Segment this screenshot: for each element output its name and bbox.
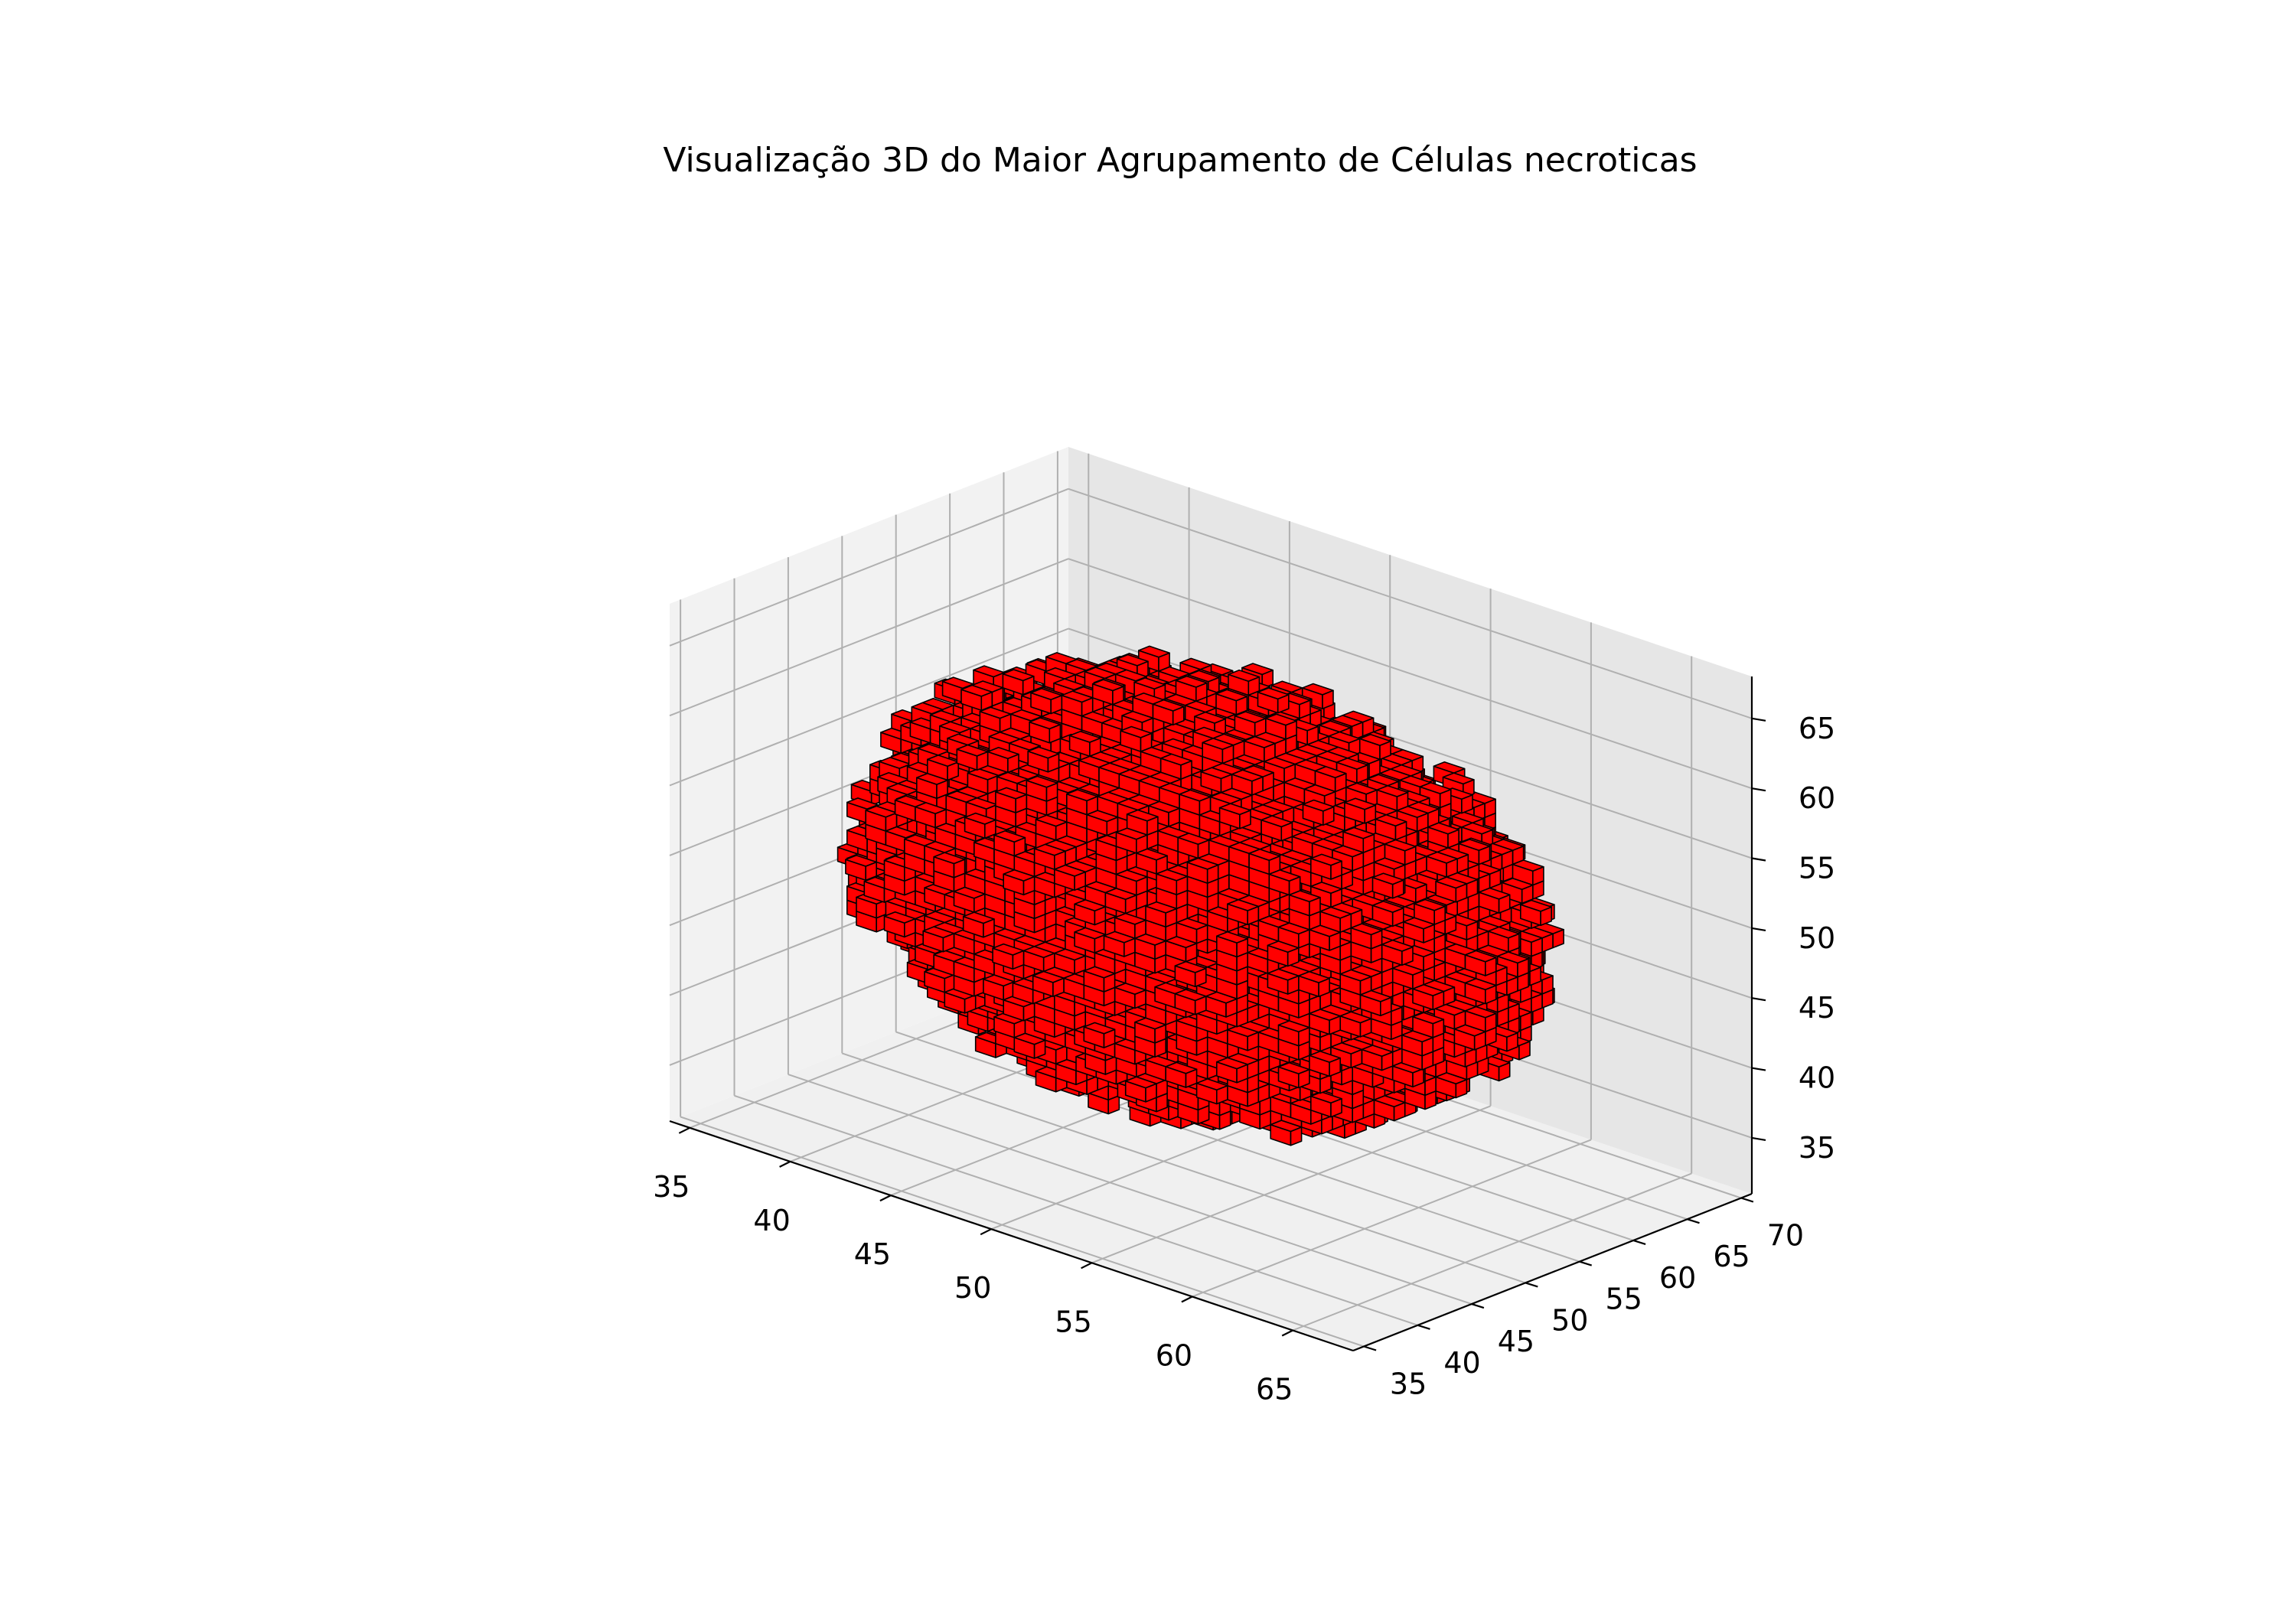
voxel-face-top [1512, 859, 1544, 872]
voxel-face-top [1187, 670, 1220, 683]
grid-line [669, 627, 1069, 787]
voxel-face-top [1241, 663, 1274, 676]
grid-line [1091, 1105, 1491, 1264]
y-axis-line [1352, 1192, 1753, 1352]
voxels [837, 645, 1564, 1146]
grid-line [895, 1031, 1580, 1263]
voxel [1342, 710, 1375, 737]
voxel-face-top [1301, 683, 1334, 696]
grid-line [1068, 487, 1753, 719]
x-axis-line [669, 1120, 1354, 1352]
voxel [1228, 669, 1261, 696]
voxel-face-top [1179, 657, 1212, 670]
axis-lines [669, 676, 1753, 1352]
voxel [1419, 781, 1452, 809]
grid-line [1292, 1172, 1692, 1332]
floor-pane [670, 964, 1752, 1351]
voxel-face-top [1138, 645, 1170, 658]
voxel-face-top [1433, 761, 1466, 774]
voxel-face-top [1328, 731, 1361, 744]
grid-line [734, 1094, 1418, 1326]
grid-line [1068, 558, 1753, 790]
chart-title: Visualização 3D do Maior Agrupamento de … [663, 141, 1697, 180]
voxel [1520, 899, 1552, 926]
voxel-face-top [1358, 733, 1391, 746]
voxel-face-top [1520, 899, 1552, 912]
grid-line [680, 1116, 1365, 1348]
voxel-face-top [1228, 669, 1261, 683]
grid-line [1192, 1139, 1592, 1298]
grid-line [669, 487, 1069, 647]
voxel-face-top [1442, 772, 1475, 785]
voxel-face-top [1501, 878, 1534, 890]
voxel-face-top [1319, 720, 1352, 733]
voxel [1301, 683, 1334, 709]
voxel-face-top [1270, 680, 1303, 693]
voxel [1358, 733, 1391, 761]
voxel-face-top [1461, 822, 1494, 835]
grid-line [841, 1052, 1526, 1284]
grid-line [788, 1074, 1473, 1305]
grid-line [669, 558, 1069, 717]
voxel-face-top [1451, 811, 1484, 824]
voxel [1138, 645, 1170, 672]
voxel-face-top [1419, 781, 1452, 794]
